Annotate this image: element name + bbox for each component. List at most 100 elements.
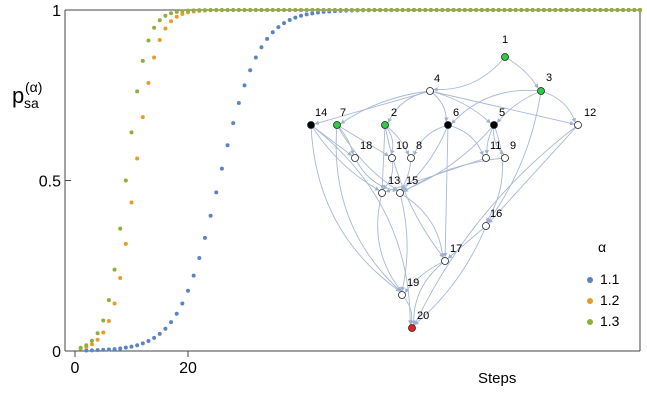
data-point xyxy=(553,8,558,12)
graph-edge xyxy=(451,89,542,124)
data-point xyxy=(315,8,320,13)
data-point xyxy=(564,8,569,12)
data-point xyxy=(270,30,275,35)
data-point xyxy=(106,298,111,303)
data-point xyxy=(541,8,546,12)
data-point xyxy=(95,337,100,342)
data-point xyxy=(202,8,207,13)
graph-edge xyxy=(442,124,449,258)
data-point xyxy=(197,8,202,13)
graph-edge xyxy=(401,124,449,191)
graph-node-label: 13 xyxy=(388,175,400,187)
data-point xyxy=(587,8,592,12)
data-point xyxy=(242,8,247,13)
data-point xyxy=(101,330,106,335)
data-point xyxy=(378,8,383,12)
graph-edge xyxy=(487,90,542,223)
data-point xyxy=(123,178,128,183)
graph-node-label: 2 xyxy=(391,107,397,119)
data-point xyxy=(581,8,586,12)
data-point xyxy=(265,36,270,41)
data-point xyxy=(186,288,190,293)
data-point xyxy=(468,8,473,12)
data-point xyxy=(293,8,298,13)
data-point xyxy=(152,335,157,340)
data-point xyxy=(123,345,128,350)
data-point xyxy=(163,13,168,18)
graph-node-label: 12 xyxy=(584,107,596,119)
data-point xyxy=(152,25,157,30)
data-point xyxy=(389,8,394,12)
data-point xyxy=(202,235,207,240)
data-point xyxy=(95,331,100,336)
graph-node-20 xyxy=(408,324,416,332)
data-point xyxy=(169,320,174,325)
data-point xyxy=(310,8,315,13)
data-point xyxy=(282,8,287,13)
data-point xyxy=(321,8,326,13)
data-point xyxy=(214,190,219,195)
data-point xyxy=(163,26,168,31)
data-point xyxy=(157,331,162,336)
data-point xyxy=(112,267,117,272)
plot-frame xyxy=(64,9,641,352)
graph-edges xyxy=(310,56,579,326)
data-point xyxy=(485,8,490,12)
graph-edge xyxy=(340,90,431,124)
data-point xyxy=(592,8,597,12)
graph-edge xyxy=(336,124,398,191)
data-point xyxy=(180,12,185,17)
data-point xyxy=(236,8,241,13)
legend-label: 1.2 xyxy=(600,292,620,308)
graph-node-label: 4 xyxy=(434,73,440,85)
graph-node-label: 7 xyxy=(340,107,346,119)
data-point xyxy=(106,347,111,352)
graph-edge xyxy=(447,124,484,156)
data-point xyxy=(265,8,270,13)
data-point xyxy=(101,347,106,352)
data-point xyxy=(118,226,123,231)
graph-node-label: 1 xyxy=(502,34,508,46)
data-point xyxy=(129,200,134,205)
graph-node-9 xyxy=(501,154,509,162)
data-point xyxy=(276,25,281,30)
data-point xyxy=(423,8,428,12)
data-point xyxy=(383,8,388,12)
graph-node-label: 20 xyxy=(417,310,429,322)
graph-node-19 xyxy=(398,291,406,299)
graph-edge xyxy=(384,124,444,258)
data-point xyxy=(214,8,219,13)
graph-node-15 xyxy=(396,189,404,197)
legend-title: α xyxy=(598,239,606,255)
data-point xyxy=(604,8,609,12)
data-point xyxy=(332,8,337,12)
legend-swatch xyxy=(587,277,593,283)
y-tick-label: 0 xyxy=(52,344,61,361)
legend-label: 1.3 xyxy=(600,313,620,329)
data-point xyxy=(299,13,303,18)
data-point xyxy=(106,319,111,324)
data-point xyxy=(558,8,563,12)
data-point xyxy=(191,273,196,278)
graph-node-label: 3 xyxy=(546,72,552,84)
data-point xyxy=(525,8,529,12)
data-point xyxy=(502,8,507,12)
data-point xyxy=(174,311,179,316)
data-point xyxy=(621,8,626,12)
y-tick-label: 1 xyxy=(52,3,61,20)
graph-edge xyxy=(429,90,575,126)
data-point xyxy=(412,8,416,12)
graph-edge xyxy=(496,90,542,124)
graph-node-label: 10 xyxy=(396,140,408,152)
data-point xyxy=(180,301,185,306)
data-point xyxy=(361,8,366,12)
graph-edge xyxy=(387,90,431,124)
graph-node-label: 15 xyxy=(406,175,418,187)
data-point xyxy=(253,55,258,60)
data-point xyxy=(197,255,202,260)
data-point xyxy=(152,55,157,60)
data-point xyxy=(101,318,106,323)
legend: α 1.1 1.2 1.3 xyxy=(587,239,620,329)
graph-node-16 xyxy=(482,222,490,230)
graph-node-2 xyxy=(381,121,389,129)
